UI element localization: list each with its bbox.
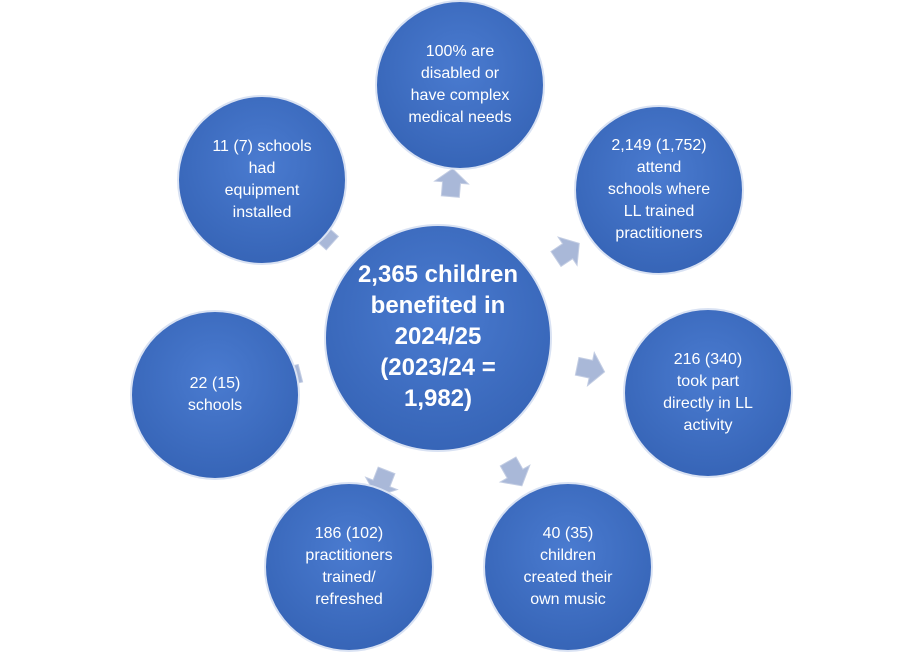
arrow — [574, 351, 606, 388]
arrow — [498, 456, 531, 487]
node-label-line: 11 (7) schools — [212, 138, 311, 155]
node-label-line: directly in LL — [663, 395, 753, 412]
node-label-line: LL trained — [624, 203, 695, 220]
arrow-shape — [498, 456, 531, 487]
node-label-line: 1,982) — [404, 385, 472, 412]
node-label-line: medical needs — [408, 109, 511, 126]
node-label-line: children — [540, 547, 596, 564]
arrow — [433, 167, 470, 198]
node-circle — [324, 224, 552, 452]
node-label-line: took part — [677, 373, 740, 390]
node-label-line: 2024/25 — [395, 323, 482, 350]
arrow-shape — [433, 167, 470, 198]
node-label-line: 100% are — [426, 43, 495, 60]
node-label-line: schools — [188, 397, 242, 414]
node-label-line: 40 (35) — [543, 525, 594, 542]
node-label: 22 (15) schools — [188, 375, 242, 414]
node-circle — [177, 95, 347, 265]
node-circle — [375, 0, 545, 170]
node-circle — [130, 310, 300, 480]
node-label-line: 2,149 (1,752) — [611, 137, 706, 154]
arrow-shape — [550, 236, 580, 268]
node-label-line: 216 (340) — [674, 351, 743, 368]
node-label-line: created their — [524, 569, 614, 586]
node-label-line: trained/ — [322, 569, 376, 586]
node-label-line: disabled or — [421, 65, 500, 82]
node-label-line: have complex — [411, 87, 510, 104]
node-label: 2,149 (1,752) attend schools where LL train… — [608, 137, 710, 242]
node-label: 40 (35) children created their own music — [524, 525, 614, 608]
node-label-line: (2023/24 = — [380, 354, 495, 381]
node-label-line: own music — [530, 591, 606, 608]
node-label-line: schools where — [608, 181, 710, 198]
node-label-line: 2,365 children — [358, 261, 518, 288]
node-circle — [574, 105, 744, 275]
node-circle — [623, 308, 793, 478]
node-label-line: 186 (102) — [315, 525, 384, 542]
node-circle — [483, 482, 653, 652]
node-label-line: practitioners — [305, 547, 392, 564]
node-label-line: attend — [637, 159, 681, 176]
node-label: 100% are disabled or have complex medical n… — [408, 43, 511, 126]
node-label-line: 22 (15) — [190, 375, 241, 392]
arrow-shape — [574, 351, 606, 388]
node-circle — [264, 482, 434, 652]
node-label-line: had — [249, 160, 276, 177]
node-label-line: installed — [233, 204, 292, 221]
node-label-line: equipment — [225, 182, 300, 199]
node-label-line: activity — [684, 417, 733, 434]
node-label: 11 (7) schools had equipment installed — [212, 138, 311, 221]
node-label-line: benefited in — [371, 292, 506, 319]
arrow — [550, 236, 580, 268]
node-label: 2,365 children benefited in 2024/25 (2023/2… — [358, 261, 518, 412]
node-label: 186 (102) practitioners trained/refreshed — [305, 525, 392, 608]
node-label: 216 (340) took part directly in LL activity — [663, 351, 753, 434]
node-label-line: practitioners — [615, 225, 702, 242]
node-label-line: refreshed — [315, 591, 383, 608]
